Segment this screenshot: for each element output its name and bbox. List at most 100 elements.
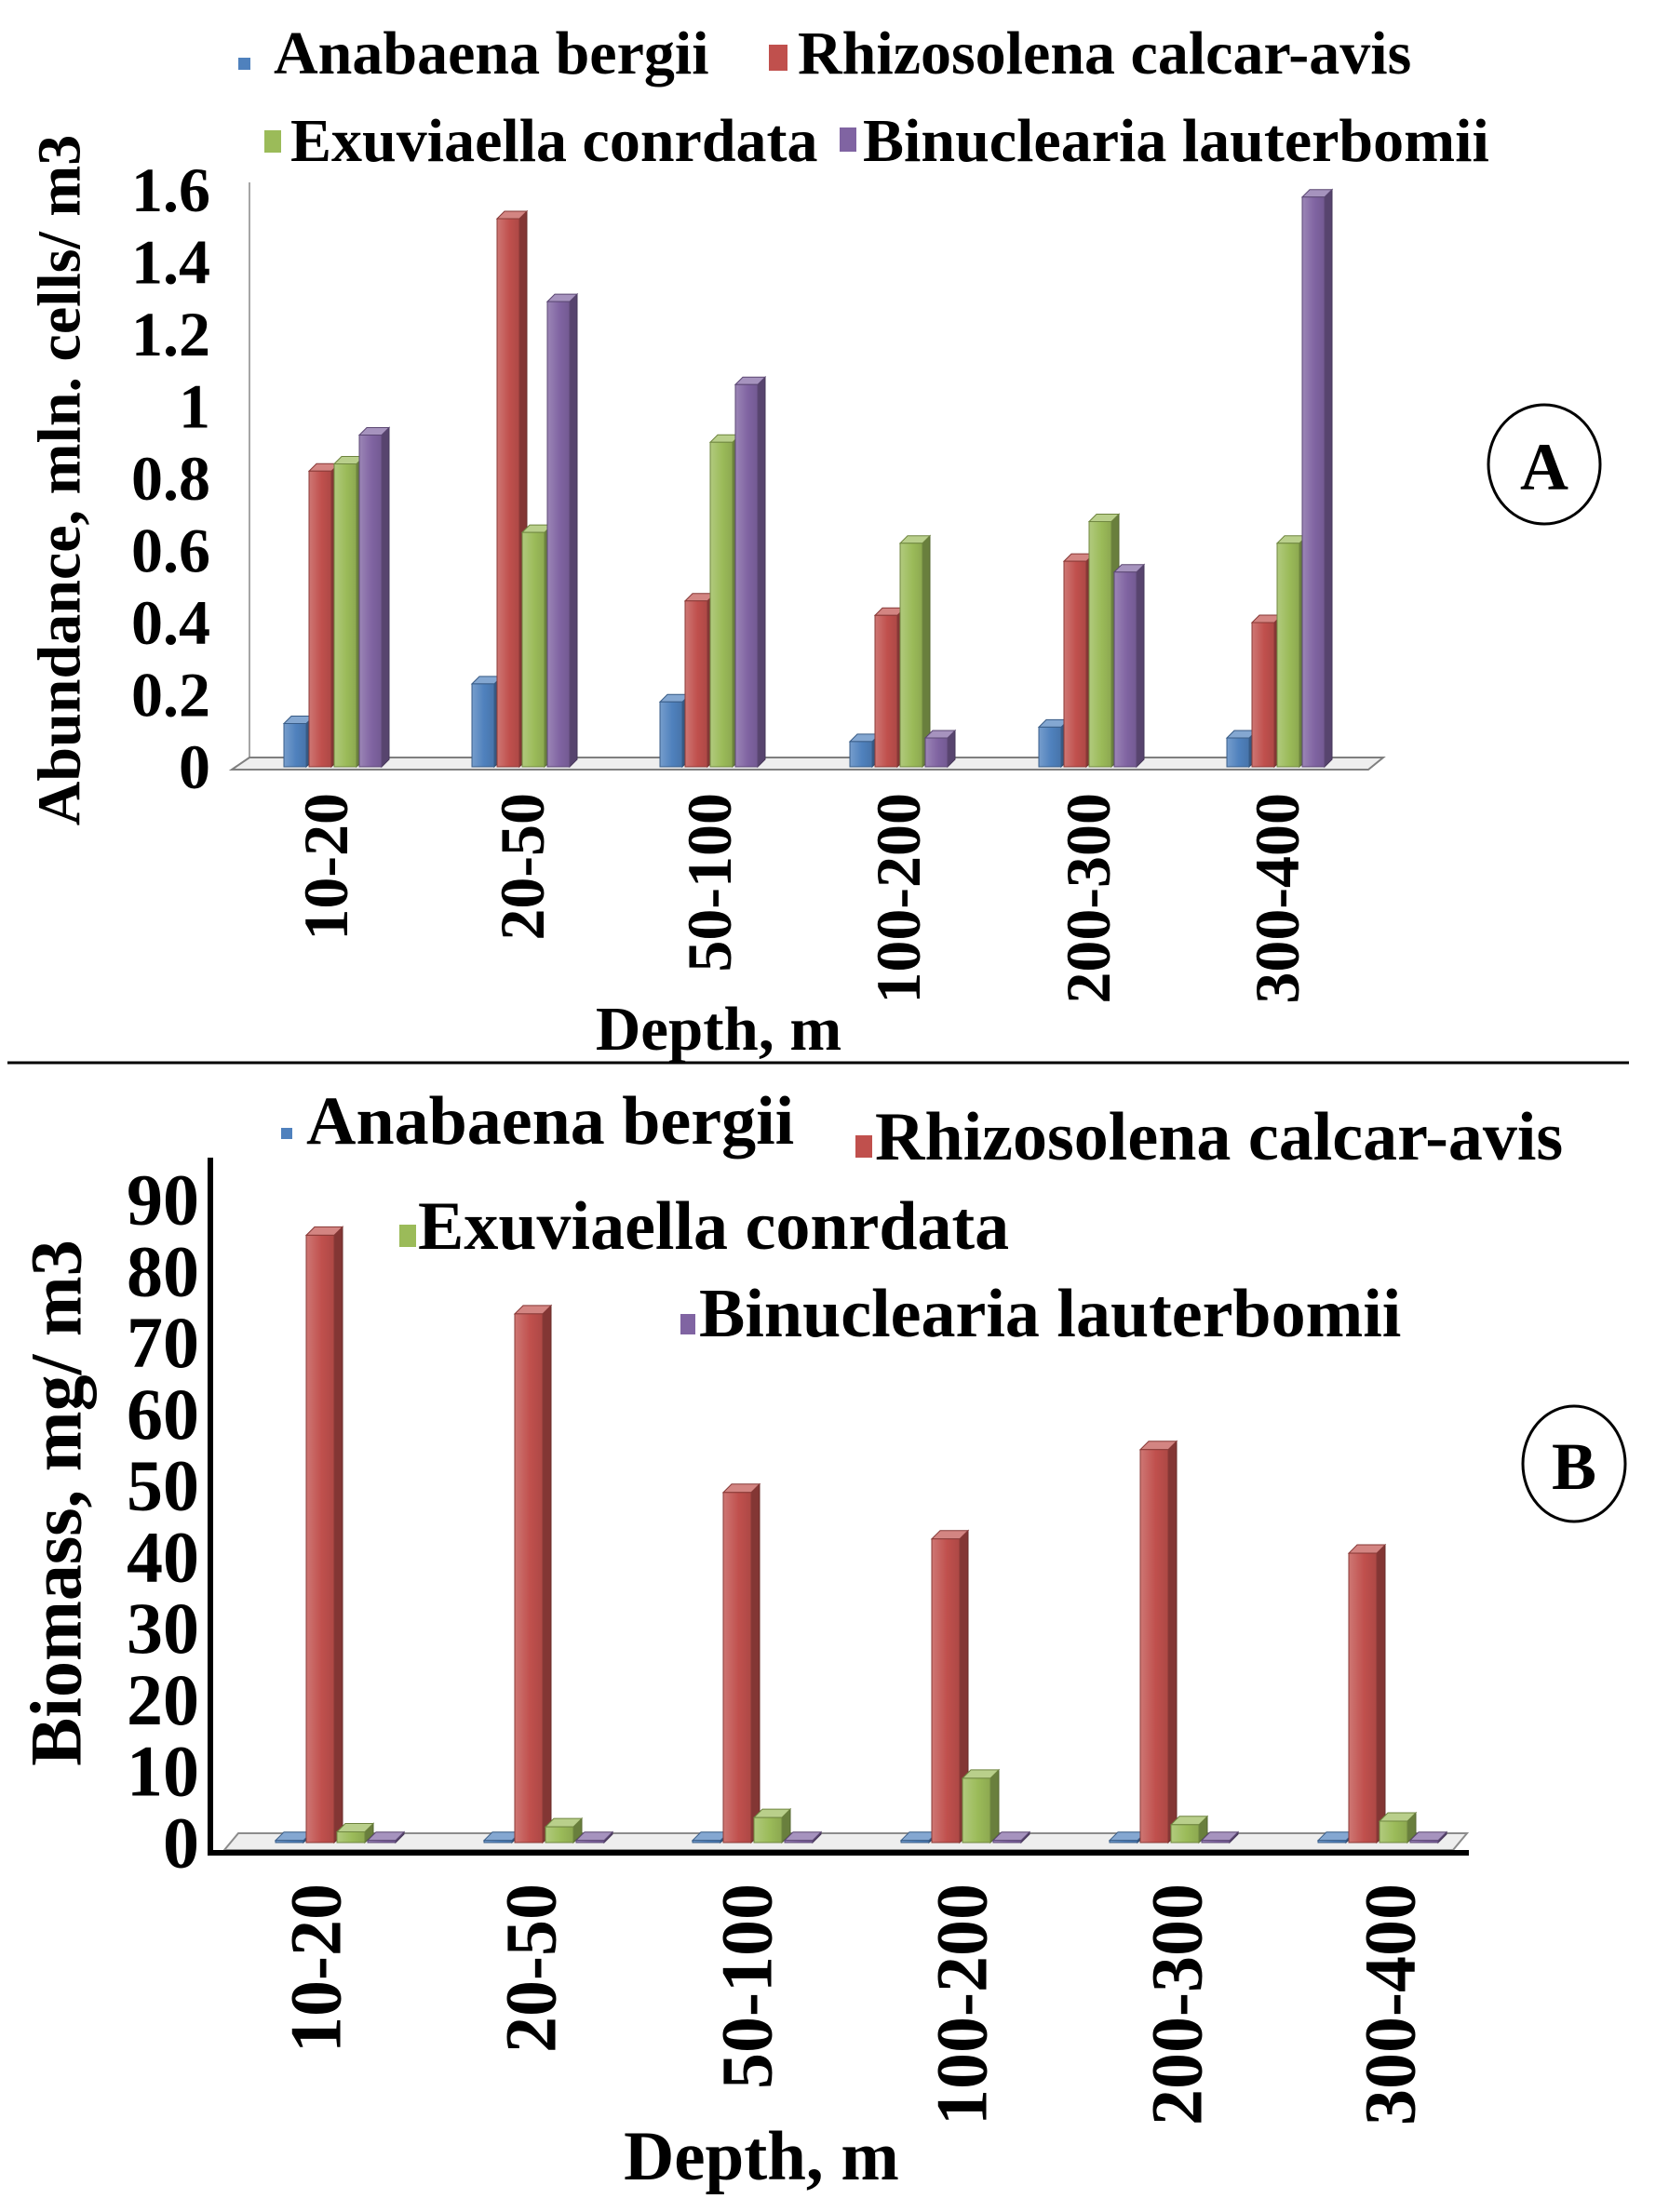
bar-b-rhizosolena-calcar-avis-20-50 bbox=[513, 1304, 553, 1844]
y-tick-label-0: 0 bbox=[179, 731, 210, 802]
y-tick-label-90: 90 bbox=[127, 1160, 199, 1240]
bar-front-face bbox=[275, 1840, 304, 1843]
legend-marker-exuviaella-conrdata bbox=[264, 130, 281, 153]
y-tick-label-60: 60 bbox=[127, 1374, 199, 1455]
y-tick-label-10: 10 bbox=[127, 1731, 199, 1812]
legend-marker-rhizosolena-calcar-avis bbox=[769, 45, 787, 71]
y-tick-label-30: 30 bbox=[127, 1588, 199, 1669]
bar-a-exuviaella-conrdata-100-200 bbox=[898, 534, 932, 769]
chart-a-abundance: Anabaena bergii Rhizosolena calcar-avis … bbox=[26, 20, 1602, 1064]
y-tick-label-0-2: 0.2 bbox=[131, 660, 210, 731]
chart-b-x-axis-title: Depth, m bbox=[624, 2118, 899, 2195]
y-tick-label-1-2: 1.2 bbox=[131, 299, 210, 369]
bar-front-face bbox=[521, 531, 545, 768]
x-tick-label-20-50: 20-50 bbox=[487, 793, 558, 941]
legend-label-rhizosolena-calcar-avis: Rhizosolena calcar-avis bbox=[798, 20, 1411, 87]
bar-front-face bbox=[336, 1830, 366, 1843]
bar-front-face bbox=[931, 1538, 961, 1843]
bar-front-face bbox=[1113, 571, 1137, 768]
bar-front-face bbox=[305, 1234, 335, 1843]
legend-marker-anabaena-bergii bbox=[281, 1128, 292, 1139]
legend-item-anabaena-bergii: Anabaena bergii bbox=[238, 20, 709, 87]
y-tick-label-0-6: 0.6 bbox=[131, 516, 210, 586]
chart-a-legend: Anabaena bergii Rhizosolena calcar-avis … bbox=[238, 20, 1489, 175]
bar-b-rhizosolena-calcar-avis-50-100 bbox=[721, 1482, 761, 1844]
bar-side-face bbox=[989, 1768, 1000, 1844]
chart-b-y-axis-title: Biomass, mg/ m3 bbox=[16, 1240, 97, 1766]
x-tick-label-50-100: 50-100 bbox=[707, 1884, 787, 2089]
y-tick-label-40: 40 bbox=[127, 1516, 199, 1597]
bar-front-face bbox=[992, 1840, 1022, 1843]
x-tick-label-300-400: 300-400 bbox=[1242, 793, 1312, 1004]
bar-front-face bbox=[514, 1313, 544, 1843]
bar-side-face bbox=[1376, 1543, 1386, 1844]
legend-label-exuviaella-conrdata: Exuviaella conrdata bbox=[418, 1188, 1009, 1265]
y-tick-label-70: 70 bbox=[127, 1302, 199, 1383]
bar-front-face bbox=[283, 723, 307, 768]
bar-front-face bbox=[496, 218, 520, 768]
bar-front-face bbox=[333, 463, 357, 768]
bar-front-face bbox=[1317, 1840, 1347, 1843]
bar-side-face bbox=[750, 1482, 760, 1844]
bar-front-face bbox=[1063, 560, 1087, 768]
bar-b-binuclearia-lauterbomii-10-20 bbox=[366, 1830, 406, 1844]
bar-b-binuclearia-lauterbomii-300-400 bbox=[1408, 1830, 1448, 1844]
bar-front-face bbox=[1201, 1840, 1231, 1843]
y-tick-label-0: 0 bbox=[163, 1803, 199, 1884]
bar-front-face bbox=[684, 600, 708, 768]
bar-front-face bbox=[358, 435, 383, 768]
bar-a-binuclearia-lauterbomii-100-200 bbox=[923, 729, 957, 769]
bar-b-rhizosolena-calcar-avis-100-200 bbox=[930, 1529, 970, 1844]
bar-a-binuclearia-lauterbomii-20-50 bbox=[545, 292, 579, 769]
bar-b-binuclearia-lauterbomii-200-300 bbox=[1200, 1830, 1240, 1844]
chart-b-x-tick-labels: 10-20 20-50 50-100 100-200 200-300 300-400 bbox=[276, 1884, 1431, 2125]
bar-front-face bbox=[575, 1840, 605, 1843]
bar-b-exuviaella-conrdata-50-100 bbox=[752, 1807, 792, 1844]
chart-a-plot-floor bbox=[228, 757, 1386, 771]
bar-a-binuclearia-lauterbomii-300-400 bbox=[1300, 188, 1334, 769]
bar-front-face bbox=[899, 543, 923, 768]
x-tick-label-50-100: 50-100 bbox=[674, 793, 745, 972]
bar-front-face bbox=[1276, 543, 1300, 768]
x-tick-label-300-400: 300-400 bbox=[1350, 1884, 1431, 2125]
chart-a-y-axis-title: Abundance, mln. cells/ m3 bbox=[26, 135, 94, 826]
legend-label-binuclearia-lauterbomii: Binuclearia lauterbomii bbox=[699, 1276, 1401, 1352]
bar-front-face bbox=[1348, 1552, 1378, 1843]
legend-marker-binuclearia-lauterbomii bbox=[840, 127, 856, 152]
y-tick-label-1-4: 1.4 bbox=[131, 227, 210, 298]
bar-front-face bbox=[900, 1840, 930, 1843]
bar-front-face bbox=[962, 1777, 991, 1843]
legend-item-exuviaella-conrdata: Exuviaella conrdata bbox=[399, 1188, 1009, 1265]
chart-a-x-tick-labels: 10-20 20-50 50-100 100-200 200-300 300-400 bbox=[290, 793, 1312, 1004]
x-tick-label-100-200: 100-200 bbox=[922, 1884, 1003, 2125]
bar-b-rhizosolena-calcar-avis-300-400 bbox=[1347, 1543, 1387, 1844]
x-tick-label-100-200: 100-200 bbox=[863, 793, 934, 1004]
bar-side-face bbox=[569, 292, 578, 769]
legend-label-anabaena-bergii: Anabaena bergii bbox=[274, 20, 709, 87]
legend-marker-anabaena-bergii bbox=[238, 58, 250, 70]
bar-b-binuclearia-lauterbomii-50-100 bbox=[783, 1830, 823, 1844]
bar-b-exuviaella-conrdata-300-400 bbox=[1378, 1811, 1418, 1844]
y-tick-label-1-6: 1.6 bbox=[131, 154, 210, 225]
x-tick-label-200-300: 200-300 bbox=[1053, 793, 1124, 1004]
y-tick-label-20: 20 bbox=[127, 1659, 199, 1740]
legend-label-exuviaella-conrdata: Exuviaella conrdata bbox=[290, 107, 818, 175]
legend-item-exuviaella-conrdata: Exuviaella conrdata bbox=[264, 107, 818, 175]
bar-front-face bbox=[1251, 622, 1275, 768]
legend-item-binuclearia-lauterbomii: Binuclearia lauterbomii bbox=[680, 1276, 1401, 1352]
bar-front-face bbox=[1170, 1824, 1200, 1843]
bar-b-exuviaella-conrdata-10-20 bbox=[335, 1822, 375, 1844]
bar-side-face bbox=[1324, 188, 1333, 769]
bar-front-face bbox=[1379, 1820, 1408, 1843]
bar-front-face bbox=[545, 1826, 574, 1843]
y-tick-label-1: 1 bbox=[179, 371, 210, 442]
legend-label-binuclearia-lauterbomii: Binuclearia lauterbomii bbox=[863, 107, 1489, 175]
chart-b-plot-floor bbox=[222, 1832, 1470, 1851]
panel-badge-circle bbox=[1487, 403, 1602, 526]
bar-a-binuclearia-lauterbomii-200-300 bbox=[1112, 563, 1146, 769]
bar-side-face bbox=[1136, 563, 1145, 769]
bar-front-face bbox=[924, 737, 949, 768]
bar-b-rhizosolena-calcar-avis-200-300 bbox=[1138, 1440, 1178, 1844]
y-tick-label-80: 80 bbox=[127, 1230, 199, 1311]
